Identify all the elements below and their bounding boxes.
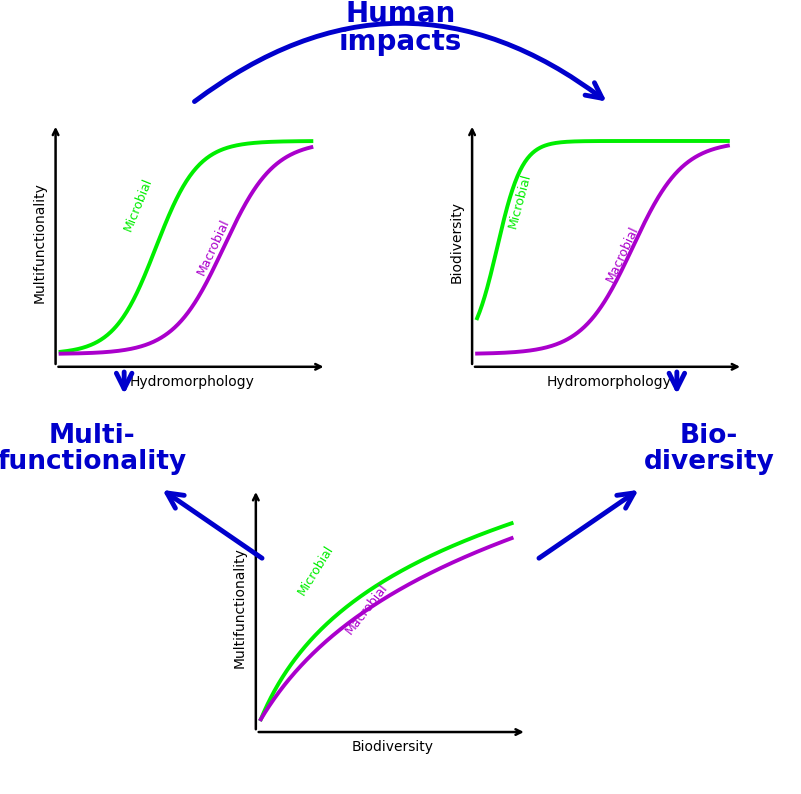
X-axis label: Biodiversity: Biodiversity [352, 740, 433, 754]
X-axis label: Hydromorphology: Hydromorphology [546, 375, 671, 388]
Y-axis label: Multifunctionality: Multifunctionality [233, 547, 247, 668]
Text: Human
impacts: Human impacts [339, 0, 462, 56]
Text: Microbial: Microbial [506, 172, 533, 229]
X-axis label: Hydromorphology: Hydromorphology [130, 375, 255, 388]
Y-axis label: Multifunctionality: Multifunctionality [33, 182, 46, 303]
Text: Microbial: Microbial [296, 543, 336, 597]
Text: Macrobial: Macrobial [604, 224, 642, 284]
Text: Macrobial: Macrobial [195, 218, 232, 278]
Text: Bio-
diversity: Bio- diversity [643, 422, 775, 475]
Text: Macrobial: Macrobial [342, 580, 390, 636]
Text: Microbial: Microbial [122, 176, 155, 233]
Text: Multi-
functionality: Multi- functionality [0, 422, 187, 475]
Y-axis label: Biodiversity: Biodiversity [449, 201, 463, 283]
